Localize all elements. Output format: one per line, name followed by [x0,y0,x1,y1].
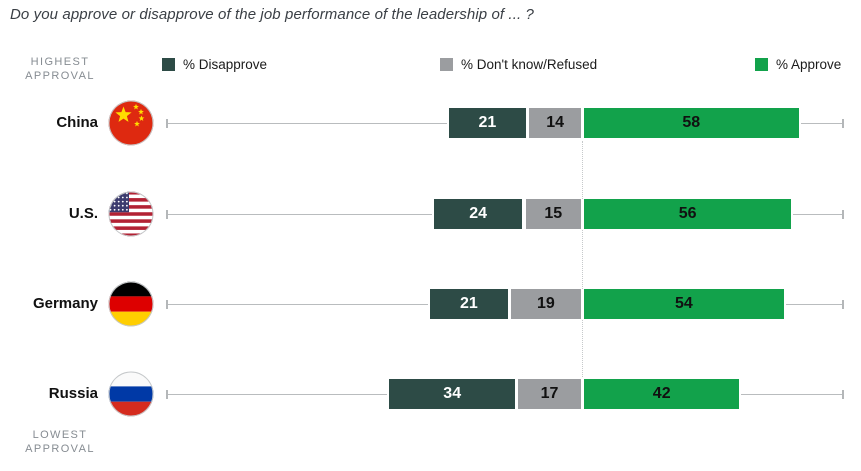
bar-segment-disapprove: 21 [448,108,527,138]
center-axis-dotted-line [582,141,583,377]
bar-segment-disapprove: 21 [430,289,508,319]
lowest-approval-note: LOWEST APPROVAL [25,429,95,455]
country-label: U.S. [68,205,98,222]
legend-label: % Approve [776,57,842,72]
legend-item-disapprove: % Disapprove [162,57,267,72]
legend-item-approve: % Approve [755,57,841,72]
russia-flag-icon [108,371,154,422]
bar-segment-disapprove: 34 [389,379,516,409]
bar-segment-approve: 58 [584,108,799,138]
row-axis-tick-right [842,119,844,128]
disapprove-swatch-icon [162,58,175,71]
bar-segment-dontknow: 17 [518,379,581,409]
row-axis-tick-right [842,390,844,399]
row-axis-tick-right [842,210,844,219]
bar-segment-dontknow: 19 [510,289,581,319]
bar-segment-approve: 56 [584,199,792,229]
row-axis-tick-left [166,390,168,399]
country-label: Russia [48,385,98,402]
row-axis-tick-left [166,119,168,128]
row-axis-tick-right [842,300,844,309]
country-label: Germany [32,295,98,312]
row-axis-tick-left [166,210,168,219]
bar-segment-dontknow: 14 [529,108,581,138]
legend-label: % Disapprove [183,57,268,72]
dontknow-swatch-icon [440,58,453,71]
us-flag-icon [108,191,154,242]
chart-title: Do you approve or disapprove of the job … [10,6,534,23]
legend-label: % Don't know/Refused [461,57,598,72]
china-flag-icon [108,100,154,151]
bar-segment-approve: 42 [584,379,740,409]
bar-segment-approve: 54 [584,289,784,319]
country-label: China [56,114,98,131]
legend-item-dontknow: % Don't know/Refused [440,57,597,72]
highest-approval-note: HIGHEST APPROVAL [25,56,95,82]
germany-flag-icon [108,281,154,332]
bar-segment-disapprove: 24 [433,199,523,229]
bar-segment-dontknow: 15 [525,199,581,229]
approve-swatch-icon [755,58,768,71]
row-axis-tick-left [166,300,168,309]
